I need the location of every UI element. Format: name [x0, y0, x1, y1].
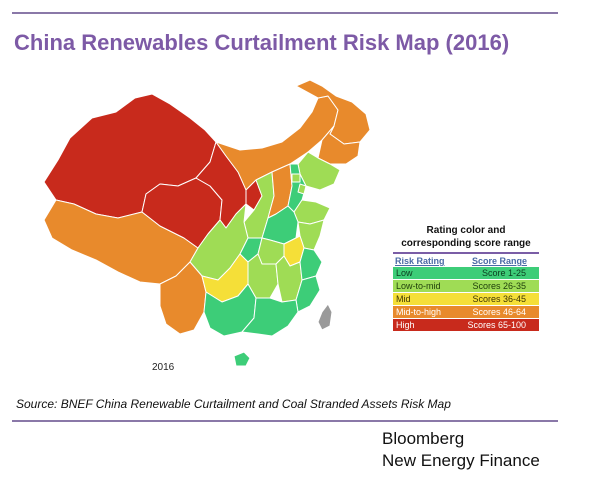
- legend-row-range: Scores 65-100: [467, 320, 526, 330]
- map-year-label: 2016: [152, 362, 175, 373]
- legend-row-high: High Scores 65-100: [393, 319, 539, 332]
- legend: Rating color and corresponding score ran…: [393, 224, 539, 332]
- legend-row-low-to-mid: Low-to-mid Scores 26-35: [393, 280, 539, 293]
- region-yunnan: [159, 261, 207, 335]
- legend-row-range: Score 1-25: [481, 268, 526, 278]
- legend-row-low: Low Score 1-25: [393, 267, 539, 280]
- brand-line2: New Energy Finance: [382, 451, 540, 470]
- region-tianjin: [297, 183, 307, 195]
- source-note: Source: BNEF China Renewable Curtailment…: [16, 397, 451, 411]
- region-guangdong: [241, 297, 299, 337]
- legend-title-line2: corresponding score range: [401, 238, 531, 249]
- legend-header: Risk Rating Score Range: [393, 252, 539, 267]
- legend-row-mid: Mid Scores 36-45: [393, 293, 539, 306]
- brand-logo: Bloomberg New Energy Finance: [382, 428, 540, 472]
- region-zhejiang: [299, 247, 323, 281]
- legend-title-line1: Rating color and: [426, 225, 506, 236]
- legend-row-range: Scores 46-64: [472, 307, 526, 317]
- region-beijing: [291, 173, 301, 183]
- legend-row-range: Scores 36-45: [472, 294, 526, 304]
- bottom-rule: [12, 420, 558, 422]
- legend-row-rating: High: [396, 320, 415, 330]
- top-rule: [12, 12, 558, 14]
- legend-row-rating: Mid: [396, 294, 411, 304]
- legend-header-range: Score Range: [471, 256, 527, 266]
- legend-row-rating: Low: [396, 268, 413, 278]
- legend-row-rating: Low-to-mid: [396, 281, 441, 291]
- region-taiwan: [317, 303, 333, 331]
- legend-row-range: Scores 26-35: [472, 281, 526, 291]
- page-title: China Renewables Curtailment Risk Map (2…: [14, 30, 510, 55]
- legend-header-rating: Risk Rating: [395, 256, 445, 266]
- brand-line1: Bloomberg: [382, 429, 465, 448]
- legend-row-mid-to-high: Mid-to-high Scores 46-64: [393, 306, 539, 319]
- region-shandong: [293, 199, 331, 225]
- legend-row-rating: Mid-to-high: [396, 307, 442, 317]
- region-hainan: [233, 351, 251, 367]
